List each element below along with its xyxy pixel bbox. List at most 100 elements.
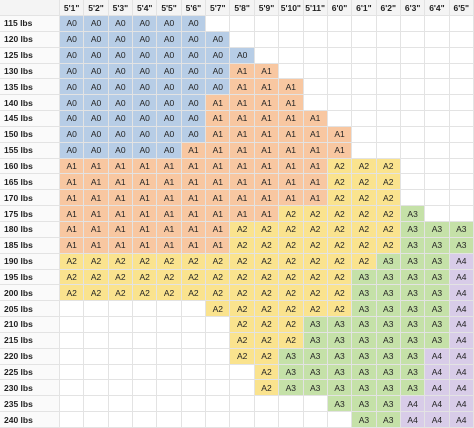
empty-cell — [425, 95, 450, 112]
empty-cell — [157, 317, 182, 333]
size-cell: A4 — [449, 412, 474, 428]
empty-cell — [303, 16, 328, 32]
size-cell: A2 — [60, 269, 85, 286]
empty-cell — [376, 16, 401, 32]
size-cell: A0 — [181, 111, 207, 127]
size-cell: A2 — [376, 206, 401, 222]
empty-cell — [133, 348, 158, 365]
empty-cell — [425, 126, 450, 143]
size-cell: A3 — [425, 285, 450, 302]
size-cell: A2 — [60, 253, 85, 270]
empty-cell — [230, 380, 255, 397]
size-cell: A2 — [230, 285, 255, 302]
size-cell: A4 — [449, 332, 474, 349]
size-cell: A2 — [60, 285, 85, 302]
empty-cell — [400, 126, 426, 143]
size-cell: A3 — [425, 269, 450, 286]
size-cell: A0 — [60, 95, 85, 112]
size-cell: A1 — [206, 158, 231, 175]
size-cell: A2 — [279, 269, 304, 286]
empty-cell — [400, 47, 426, 64]
size-cell: A2 — [206, 253, 231, 270]
empty-cell — [133, 412, 158, 428]
size-cell: A2 — [84, 285, 109, 302]
size-cell: A1 — [84, 174, 109, 191]
empty-cell — [400, 158, 426, 175]
size-cell: A1 — [279, 142, 304, 159]
size-cell: A4 — [449, 380, 474, 397]
size-cell: A2 — [230, 253, 255, 270]
size-cell: A1 — [157, 206, 182, 222]
size-cell: A3 — [400, 380, 426, 397]
size-cell: A3 — [400, 222, 426, 238]
empty-cell — [60, 412, 85, 428]
size-cell: A1 — [60, 190, 85, 207]
row-label: 225 lbs — [0, 364, 60, 381]
empty-cell — [279, 63, 304, 80]
size-cell: A2 — [279, 206, 304, 222]
empty-cell — [303, 412, 328, 428]
row-label: 230 lbs — [0, 380, 60, 397]
size-cell: A1 — [84, 206, 109, 222]
size-cell: A2 — [303, 301, 328, 318]
size-cell: A1 — [230, 126, 255, 143]
empty-cell — [425, 190, 450, 207]
size-cell: A2 — [206, 269, 231, 286]
column-header: 5'7" — [206, 0, 231, 16]
size-cell: A1 — [254, 206, 280, 222]
size-cell: A0 — [84, 79, 109, 96]
size-cell: A0 — [60, 126, 85, 143]
size-cell: A1 — [60, 222, 85, 238]
size-cell: A3 — [352, 348, 377, 365]
empty-cell — [157, 412, 182, 428]
size-cell: A3 — [327, 380, 353, 397]
size-cell: A2 — [254, 380, 280, 397]
empty-cell — [352, 31, 377, 48]
size-cell: A0 — [157, 142, 182, 159]
size-cell: A0 — [157, 79, 182, 96]
size-cell: A2 — [376, 222, 401, 238]
empty-cell — [181, 364, 207, 381]
size-cell: A1 — [206, 111, 231, 127]
size-cell: A0 — [181, 63, 207, 80]
size-cell: A2 — [133, 285, 158, 302]
row-label: 120 lbs — [0, 31, 60, 48]
empty-cell — [60, 396, 85, 413]
size-cell: A1 — [157, 237, 182, 254]
empty-cell — [108, 317, 134, 333]
empty-cell — [206, 332, 231, 349]
empty-cell — [327, 16, 353, 32]
size-cell: A1 — [181, 206, 207, 222]
column-header: 5'1" — [60, 0, 85, 16]
size-cell: A1 — [60, 237, 85, 254]
empty-cell — [425, 63, 450, 80]
size-cell: A4 — [425, 412, 450, 428]
row-label: 205 lbs — [0, 301, 60, 318]
size-cell: A3 — [279, 364, 304, 381]
empty-cell — [376, 31, 401, 48]
size-cell: A3 — [376, 301, 401, 318]
size-cell: A1 — [181, 190, 207, 207]
row-label: 150 lbs — [0, 126, 60, 143]
size-cell: A0 — [157, 95, 182, 112]
empty-cell — [352, 126, 377, 143]
empty-cell — [449, 79, 474, 96]
size-cell: A2 — [327, 190, 353, 207]
size-cell: A1 — [108, 222, 134, 238]
size-cell: A2 — [181, 269, 207, 286]
size-cell: A0 — [84, 16, 109, 32]
size-cell: A1 — [303, 126, 328, 143]
size-cell: A1 — [254, 126, 280, 143]
size-cell: A1 — [157, 158, 182, 175]
size-cell: A1 — [206, 190, 231, 207]
column-header: 6'0" — [327, 0, 353, 16]
empty-cell — [230, 396, 255, 413]
size-cell: A2 — [230, 269, 255, 286]
empty-cell — [157, 364, 182, 381]
size-cell: A1 — [84, 158, 109, 175]
empty-cell — [254, 412, 280, 428]
size-cell: A2 — [157, 269, 182, 286]
row-label: 145 lbs — [0, 111, 60, 127]
size-cell: A1 — [206, 222, 231, 238]
